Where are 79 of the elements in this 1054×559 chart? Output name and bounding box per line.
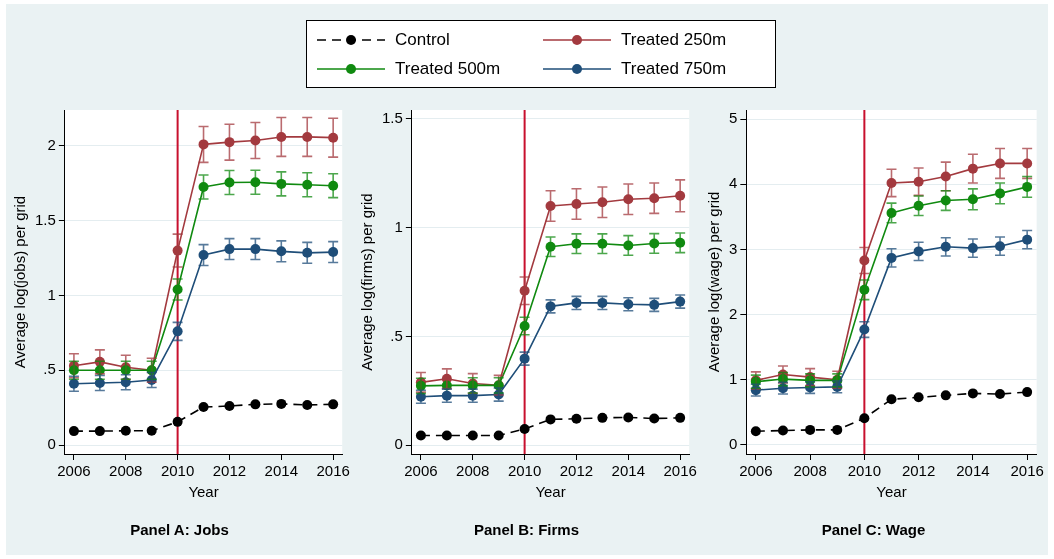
x-tick-label: 2016	[1010, 462, 1044, 480]
point	[198, 402, 209, 413]
x-tick-label: 2014	[956, 462, 990, 480]
y-tick-label: 1	[729, 369, 738, 387]
x-tick-label: 2012	[901, 462, 936, 480]
point	[940, 390, 951, 401]
text: Panel A: Jobs	[130, 521, 229, 539]
point	[649, 413, 660, 424]
point	[967, 388, 978, 399]
y-tick-label: 4	[729, 174, 738, 192]
x-axis-title: Year	[188, 483, 219, 501]
point	[120, 425, 131, 436]
legend-label: Treated 500m	[395, 58, 501, 79]
point	[467, 430, 478, 441]
point	[913, 392, 924, 403]
y-tick-label: .5	[43, 360, 56, 378]
point	[250, 399, 261, 410]
x-axis-title: Year	[535, 483, 566, 501]
x-tick-label: 2012	[559, 462, 594, 480]
point	[805, 424, 816, 435]
x-tick-label: 2008	[793, 462, 827, 480]
point	[302, 399, 313, 410]
point	[146, 425, 157, 436]
point	[68, 426, 79, 437]
point	[571, 413, 582, 424]
point	[519, 423, 530, 434]
point	[886, 394, 897, 405]
x-tick-label: 2010	[160, 462, 195, 480]
x-tick-label: 2006	[404, 462, 438, 480]
x-tick-label: 2016	[663, 462, 697, 480]
point	[276, 398, 287, 409]
legend-label: Treated 750m	[621, 58, 727, 79]
x-axis-title: Year	[876, 483, 907, 501]
point	[545, 414, 556, 425]
point	[94, 426, 105, 437]
point	[415, 430, 426, 441]
point	[597, 412, 608, 423]
x-tick-label: 2008	[109, 462, 143, 480]
y-axis-title: Average log(firms) per grid	[358, 193, 376, 371]
y-tick-label: 0	[729, 435, 738, 453]
point	[441, 430, 452, 441]
point	[750, 426, 761, 437]
y-tick-label: 2	[47, 136, 56, 154]
x-tick-label: 2008	[456, 462, 490, 480]
x-tick-label: 2014	[611, 462, 645, 480]
x-tick-label: 2014	[264, 462, 298, 480]
y-axis-title: Average log(wage) per grid	[705, 191, 723, 373]
y-axis-title: Average log(jobs) per grid	[11, 195, 29, 369]
y-tick-label: 1	[47, 285, 56, 303]
x-tick-label: 2016	[316, 462, 350, 480]
y-tick-label: 0	[47, 435, 56, 453]
y-tick-label: 0	[394, 435, 403, 453]
point	[224, 400, 235, 411]
x-tick-label: 2010	[507, 462, 542, 480]
legend-label: Treated 250m	[621, 29, 727, 50]
legend-label: Control	[395, 29, 450, 50]
y-tick-label: 1.5	[381, 108, 403, 126]
point	[859, 413, 870, 424]
point	[623, 412, 634, 423]
point	[328, 399, 339, 410]
point	[493, 430, 504, 441]
point	[1022, 387, 1033, 398]
point	[172, 416, 183, 427]
y-tick-label: 1.5	[34, 210, 56, 228]
point	[995, 389, 1006, 400]
y-tick-label: 5	[729, 109, 738, 127]
y-tick-label: 2	[729, 304, 738, 322]
x-tick-label: 2010	[847, 462, 882, 480]
x-tick-label: 2006	[739, 462, 773, 480]
text: Panel B: Firms	[473, 521, 580, 539]
point	[832, 424, 843, 435]
y-tick-label: 1	[394, 217, 403, 235]
y-tick-label: .5	[390, 326, 403, 344]
point	[675, 412, 686, 423]
x-tick-label: 2006	[57, 462, 91, 480]
text: Panel C: Wage	[821, 521, 926, 539]
x-tick-label: 2012	[212, 462, 247, 480]
point	[777, 425, 788, 436]
y-tick-label: 3	[729, 239, 738, 257]
